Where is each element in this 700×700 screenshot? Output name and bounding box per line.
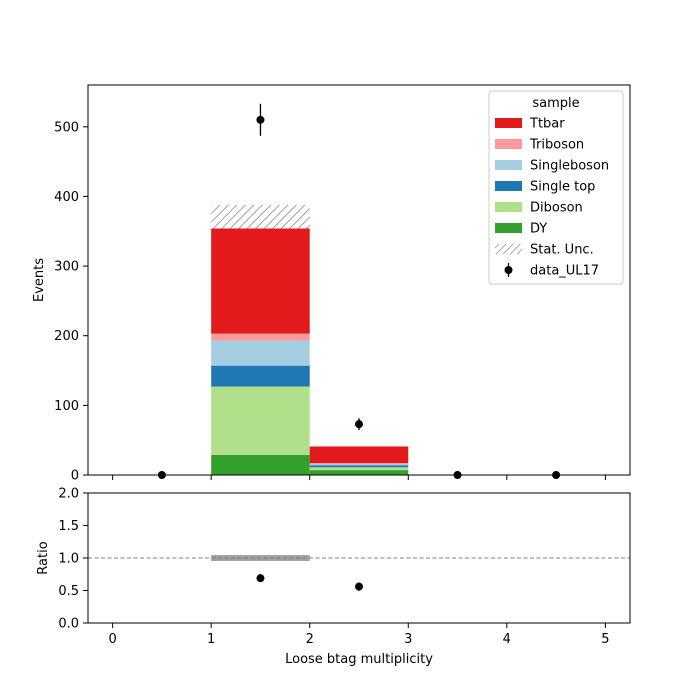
stat-unc-band-bin-0 bbox=[211, 204, 310, 229]
legend-swatch-ttbar bbox=[495, 118, 522, 128]
legend-label-singleboson: Singleboson bbox=[530, 159, 609, 174]
ratio-xtick-label-5: 5 bbox=[601, 632, 609, 647]
data-point-2 bbox=[355, 420, 363, 429]
bar-diboson-bin-0 bbox=[211, 386, 310, 455]
legend-label-ttbar: Ttbar bbox=[529, 117, 565, 132]
main-axes-frame bbox=[87, 84, 631, 476]
ratio-ylabel: Ratio bbox=[36, 541, 51, 574]
ratio-xtick-label-2: 2 bbox=[306, 632, 314, 647]
ratio-ytick-label-2: 1.0 bbox=[58, 552, 79, 567]
legend-swatch-singleboson bbox=[495, 160, 522, 170]
bar-dy-bin-1 bbox=[309, 470, 409, 475]
main-ytick-label-4: 400 bbox=[54, 190, 79, 205]
main-ytick-label-5: 500 bbox=[54, 120, 79, 135]
legend-label-single-top: Single top bbox=[530, 180, 595, 195]
bar-triboson-bin-0 bbox=[211, 333, 310, 341]
ratio-xtick-label-4: 4 bbox=[503, 632, 511, 647]
main-panel: 0 100 200 300 400 500 Events bbox=[32, 84, 631, 484]
ratio-point-1 bbox=[355, 582, 363, 591]
ratio-point-0 bbox=[256, 574, 265, 583]
main-ytick-label-0: 0 bbox=[71, 469, 79, 484]
bar-single-top-bin-1 bbox=[309, 465, 409, 468]
legend-swatch-dy bbox=[495, 223, 522, 233]
ratio-xtick-label-0: 0 bbox=[108, 632, 116, 647]
ratio-panel: 0.0 0.5 1.0 1.5 2.0 0 1 2 3 4 5 Ratio Loose btag mul… bbox=[36, 487, 631, 667]
bar-singleboson-bin-0 bbox=[211, 340, 310, 366]
main-ytick-label-3: 300 bbox=[54, 260, 79, 275]
legend-label-dy: DY bbox=[530, 222, 547, 237]
x-axis-label: Loose btag multiplicity bbox=[285, 652, 433, 667]
ratio-ytick-label-0: 0.0 bbox=[58, 617, 79, 632]
legend-box bbox=[488, 90, 624, 285]
main-ytick-label-1: 100 bbox=[54, 399, 79, 414]
ratio-xtick-label-1: 1 bbox=[207, 632, 215, 647]
legend-swatch-stat-unc bbox=[495, 244, 522, 254]
legend-marker-data bbox=[504, 266, 513, 274]
legend-label-diboson: Diboson bbox=[530, 201, 583, 216]
bar-triboson-bin-1 bbox=[309, 463, 409, 464]
ratio-ytick-label-4: 2.0 bbox=[58, 487, 79, 502]
ratio-ytick-label-1: 0.5 bbox=[58, 584, 79, 599]
legend-label-triboson: Triboson bbox=[529, 138, 584, 153]
legend-label-stat-unc: Stat. Unc. bbox=[530, 243, 594, 258]
main-ytick-label-2: 200 bbox=[54, 329, 79, 344]
legend-swatch-diboson bbox=[495, 202, 522, 212]
legend-swatch-single-top bbox=[495, 181, 522, 191]
ratio-xtick-label-3: 3 bbox=[404, 632, 412, 647]
ratio-ytick-label-3: 1.5 bbox=[58, 519, 79, 534]
data-point-1 bbox=[256, 115, 265, 124]
bar-singleboson-bin-1 bbox=[309, 463, 409, 466]
bar-ttbar-bin-0 bbox=[211, 228, 310, 334]
bar-diboson-bin-1 bbox=[309, 467, 409, 471]
bar-dy-bin-0 bbox=[211, 454, 310, 475]
bar-ttbar-bin-1 bbox=[309, 446, 409, 464]
legend: sample Ttbar Triboson Singleboson Single top… bbox=[488, 90, 624, 285]
legend-swatch-triboson bbox=[495, 139, 522, 149]
main-ylabel: Events bbox=[32, 258, 47, 302]
bar-single-top-bin-0 bbox=[211, 365, 310, 387]
legend-label-data: data_UL17 bbox=[530, 264, 599, 279]
legend-title: sample bbox=[532, 96, 579, 111]
